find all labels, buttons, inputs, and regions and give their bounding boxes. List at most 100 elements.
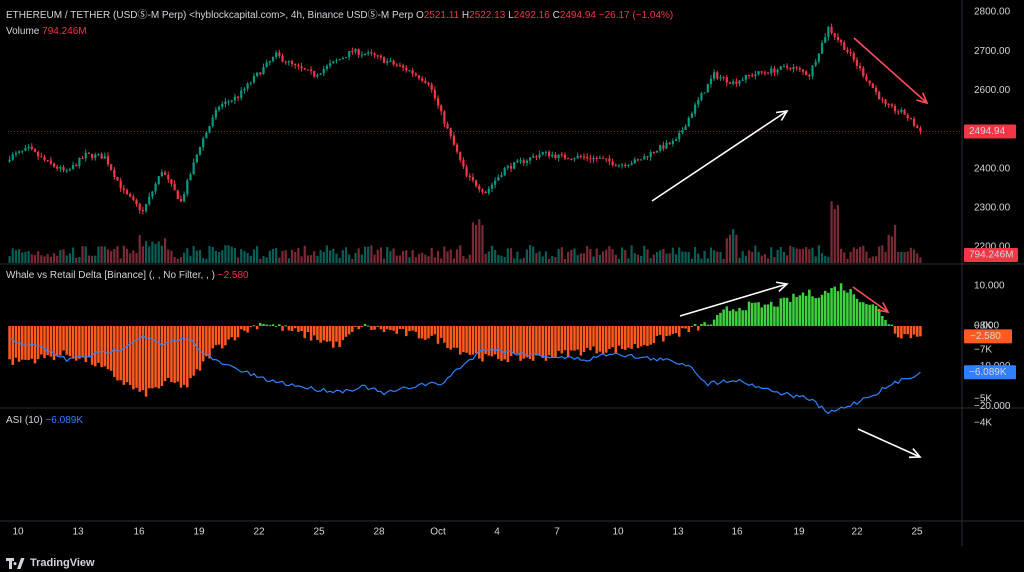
delta-bar — [741, 310, 744, 326]
delta-bar — [706, 324, 710, 326]
volume-bar — [271, 248, 275, 263]
delta-bar — [100, 326, 103, 368]
volume-bar — [192, 246, 195, 263]
volume-bar — [655, 251, 659, 263]
volume-legend: Volume 794.246M — [6, 26, 87, 38]
delta-bar — [503, 326, 506, 360]
volume-bar — [646, 249, 649, 263]
volume-bar — [351, 258, 354, 263]
volume-bar — [382, 258, 386, 263]
candle-body — [551, 154, 554, 157]
candle-body — [909, 118, 913, 120]
candle-body — [624, 164, 627, 166]
asi-downtrend-arrow — [857, 428, 921, 458]
candle-body — [471, 177, 475, 181]
candle-body — [817, 53, 820, 62]
delta-bar — [731, 309, 735, 326]
volume-bar — [262, 256, 265, 263]
candle-body — [592, 157, 595, 160]
volume-bar — [46, 254, 49, 263]
delta-bar — [763, 304, 767, 326]
candle-body — [144, 204, 148, 212]
volume-bar — [773, 257, 776, 263]
candle-body — [833, 33, 836, 37]
delta-label: Whale vs Retail Delta [Binance] (, , No … — [6, 270, 215, 281]
volume-bar — [129, 253, 132, 263]
candle-body — [363, 54, 367, 56]
delta-bar — [478, 326, 481, 359]
tradingview-brand[interactable]: TradingView — [6, 556, 95, 570]
volume-bar — [582, 253, 586, 263]
delta-bar — [224, 326, 227, 346]
delta-bar — [877, 308, 881, 326]
volume-bar — [113, 249, 116, 263]
volume-bar — [852, 247, 855, 263]
time-tick-label: 19 — [193, 527, 205, 538]
delta-bar — [570, 326, 573, 351]
delta-bar — [709, 324, 713, 326]
delta-bar — [373, 326, 376, 330]
delta-bar — [589, 326, 592, 351]
volume-bar — [811, 247, 814, 263]
time-tick-label: Oct — [430, 527, 446, 538]
volume-bar — [59, 250, 62, 263]
delta-downtrend-arrow-head — [877, 301, 890, 314]
delta-bar — [909, 326, 913, 339]
candle-body — [68, 169, 71, 171]
low-label: L — [508, 10, 514, 21]
volume-bar — [770, 247, 773, 263]
candle-body — [90, 153, 94, 158]
volume-bar — [862, 245, 865, 263]
volume-bar — [649, 258, 652, 263]
candle-body — [14, 152, 18, 155]
volume-bar — [906, 251, 909, 263]
delta-bar — [789, 301, 792, 326]
delta-bar — [90, 326, 94, 365]
delta-value: −2.580 — [217, 270, 249, 281]
delta-bar — [335, 326, 338, 342]
volume-bar — [332, 248, 335, 263]
volume-value: 794.246M — [42, 26, 87, 37]
candle-body — [897, 111, 900, 113]
delta-bar — [36, 326, 40, 360]
candle-body — [468, 175, 471, 178]
candle-body — [65, 170, 68, 172]
volume-bar — [690, 258, 694, 263]
time-tick-label: 28 — [373, 527, 385, 538]
volume-bar — [912, 249, 916, 263]
candle-body — [605, 158, 608, 160]
volume-bar — [643, 245, 646, 263]
candle-body — [544, 151, 548, 153]
volume-bar — [471, 222, 475, 263]
candle-body — [744, 74, 747, 80]
candle-body — [78, 158, 81, 167]
volume-bar — [189, 255, 192, 263]
delta-bar — [208, 326, 211, 359]
delta-bar — [719, 312, 722, 326]
candle-body — [313, 70, 316, 77]
volume-bar — [43, 256, 46, 263]
delta-bar — [614, 326, 618, 354]
delta-bar — [493, 326, 497, 355]
volume-bar — [754, 245, 757, 263]
delta-bar — [890, 324, 894, 326]
volume-bar — [738, 257, 741, 263]
volume-bar — [205, 258, 208, 263]
candle-body — [519, 160, 522, 162]
delta-bar — [468, 326, 472, 355]
candle-body — [116, 176, 119, 181]
candle-body — [398, 65, 402, 67]
candle-body — [567, 158, 570, 160]
volume-bar — [87, 255, 91, 263]
candle-body — [106, 156, 110, 165]
time-tick-label: 22 — [253, 527, 265, 538]
candle-body — [354, 49, 357, 52]
delta-bar — [516, 326, 519, 354]
volume-bar — [421, 252, 424, 263]
candle-body — [846, 49, 849, 52]
delta-bar — [449, 326, 452, 350]
volume-bar — [827, 256, 830, 263]
delta-bar — [766, 304, 770, 326]
volume-bar — [78, 256, 81, 263]
